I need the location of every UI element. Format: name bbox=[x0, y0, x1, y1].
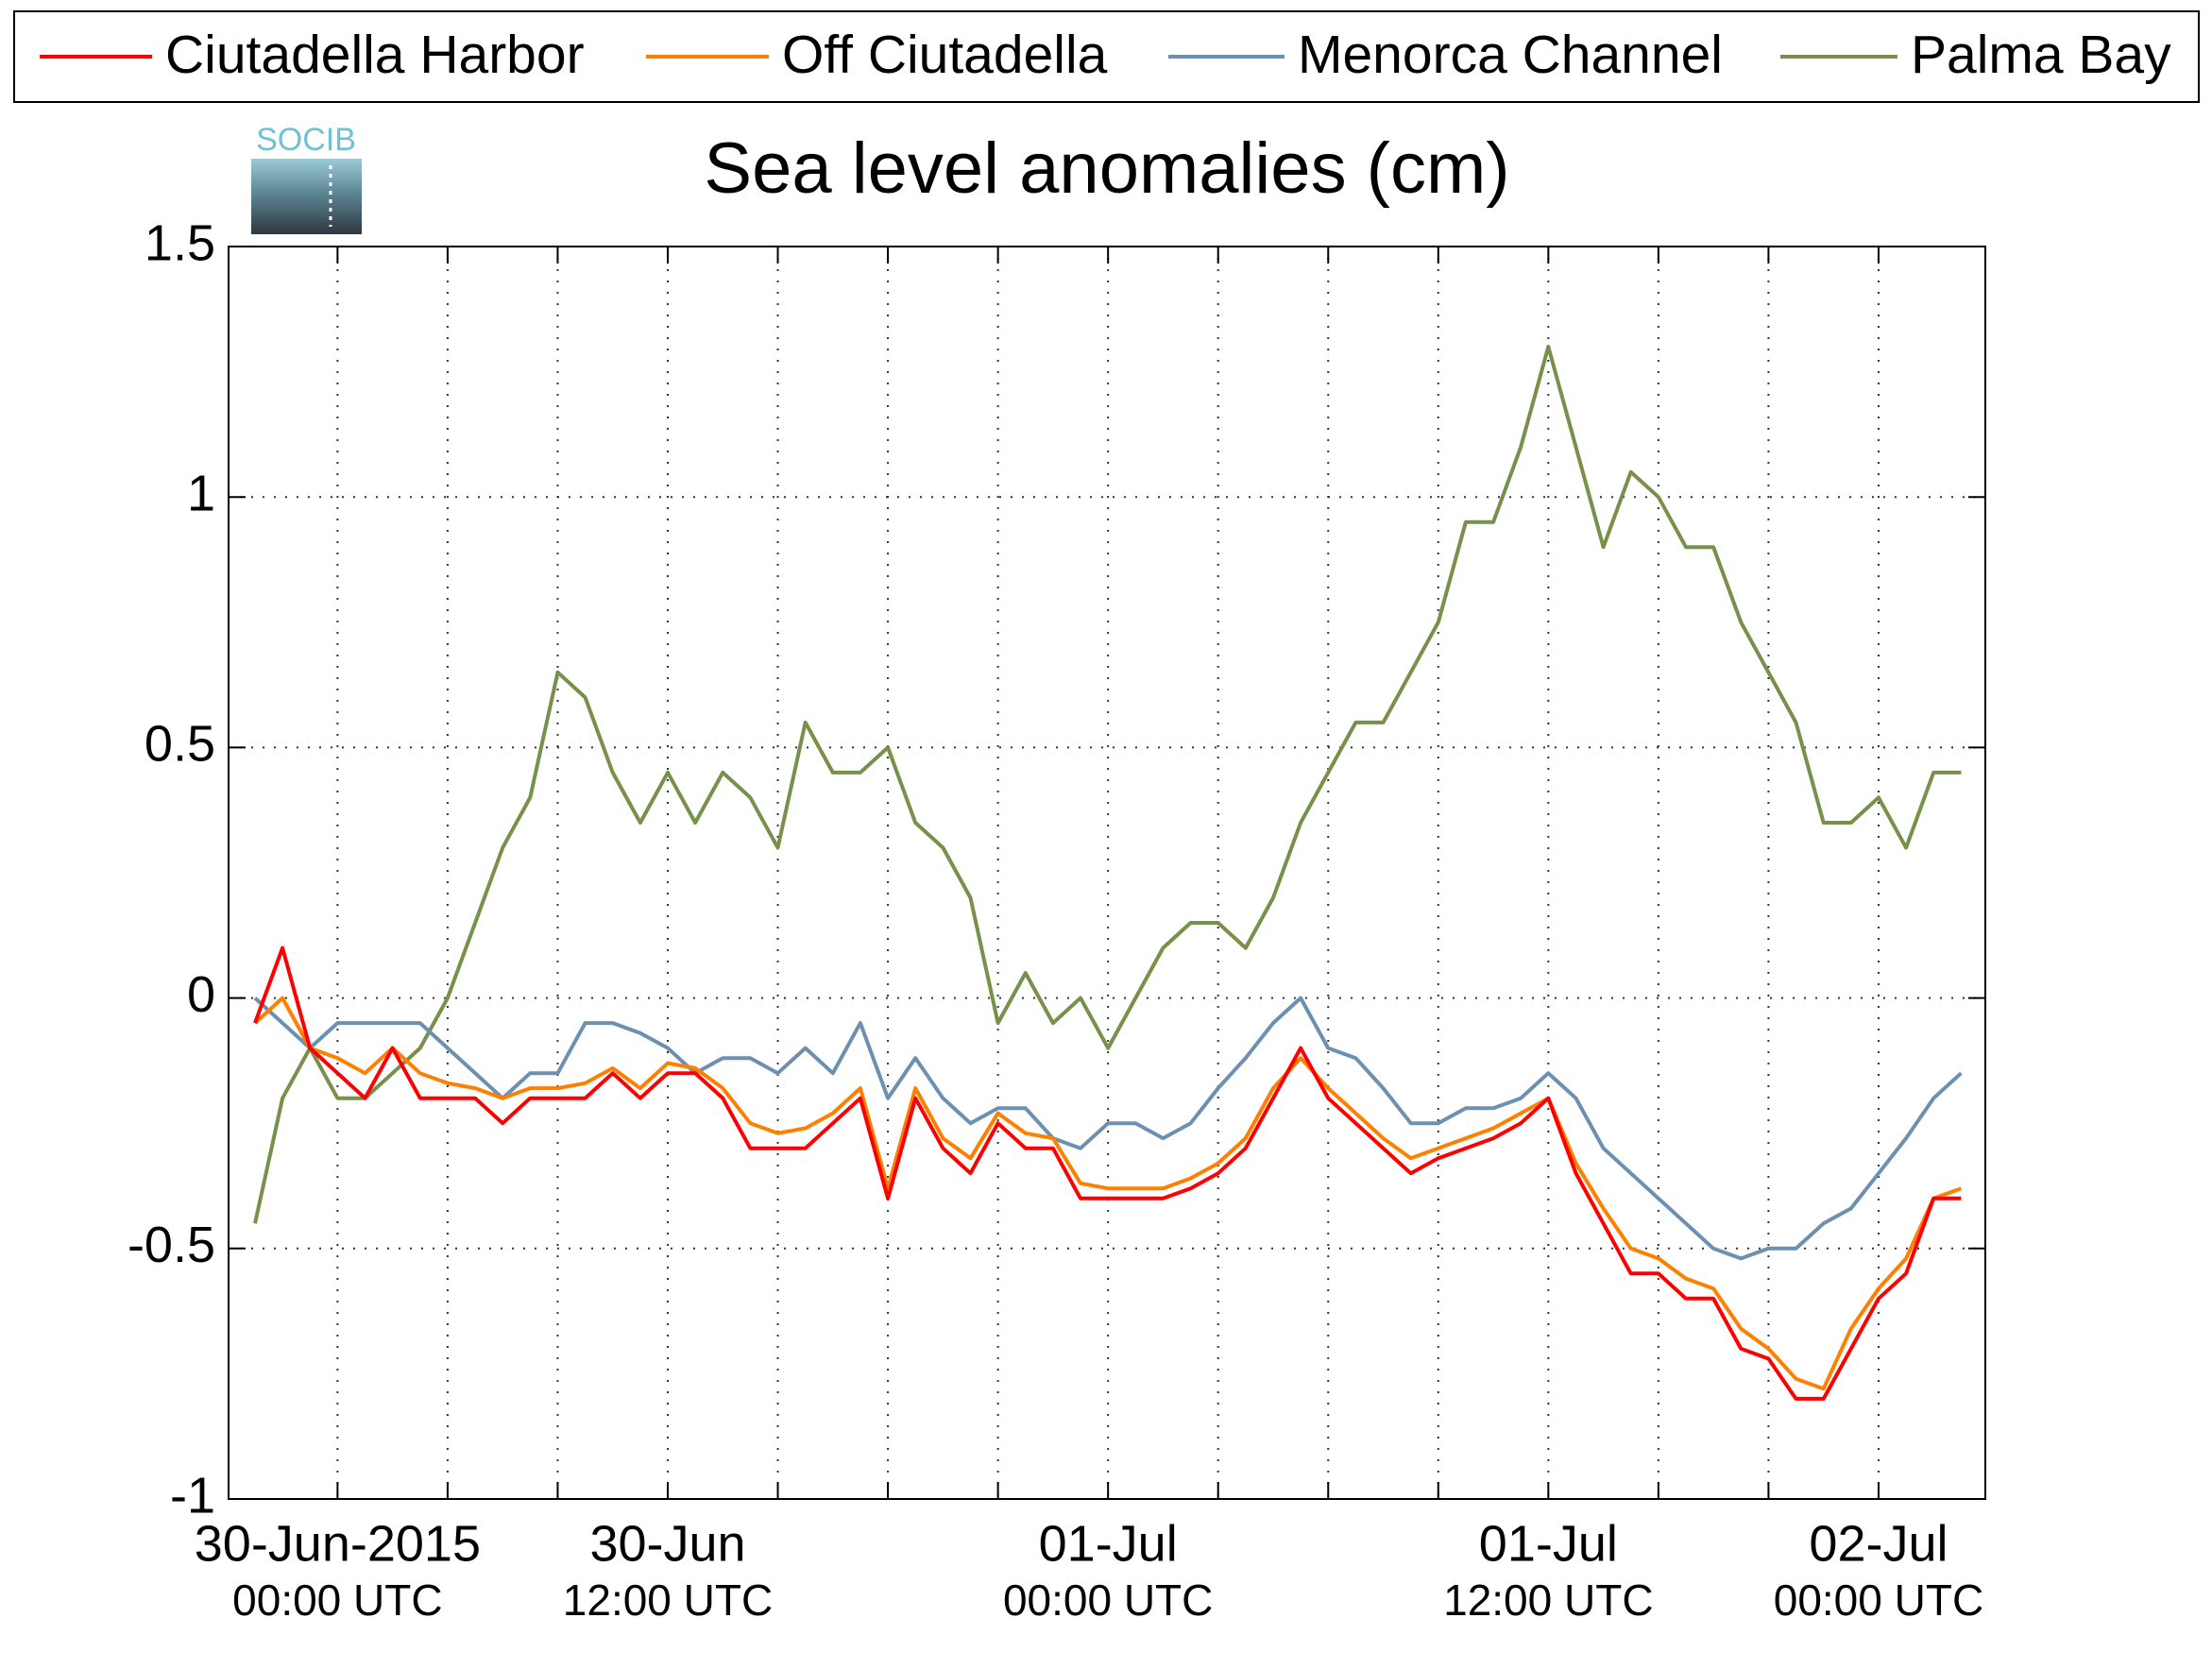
x-tick-label: 30-Jun-2015 bbox=[195, 1515, 481, 1572]
chart-title: Sea level anomalies (cm) bbox=[704, 128, 1509, 209]
x-tick-label: 00:00 UTC bbox=[232, 1575, 442, 1625]
series-line bbox=[253, 945, 1962, 1401]
series-line bbox=[253, 345, 1962, 1224]
x-tick-label: 12:00 UTC bbox=[563, 1575, 773, 1625]
y-tick-label: -0.5 bbox=[128, 1217, 215, 1273]
x-tick-label: 00:00 UTC bbox=[1774, 1575, 1983, 1625]
x-tick-label: 12:00 UTC bbox=[1443, 1575, 1653, 1625]
plot-area bbox=[229, 247, 1985, 1499]
series-line bbox=[253, 996, 1963, 1391]
legend-label: Ciutadella Harbor bbox=[165, 25, 585, 85]
y-tick-label: 0.5 bbox=[145, 716, 215, 773]
lines bbox=[253, 345, 1963, 1401]
x-tick-label: 01-Jul bbox=[1479, 1515, 1618, 1572]
legend: Ciutadella Harbor Off Ciutadella Menorca C… bbox=[40, 25, 2171, 85]
logo-image bbox=[251, 159, 362, 234]
logo: SOCIB bbox=[251, 122, 362, 234]
x-tick-label: 30-Jun bbox=[589, 1515, 745, 1572]
legend-label: Menorca Channel bbox=[1298, 25, 1723, 85]
plot-frame bbox=[228, 246, 1986, 1500]
y-tick-label: -1 bbox=[170, 1467, 215, 1524]
y-tick-label: 0 bbox=[187, 966, 215, 1023]
y-tick-label: 1.5 bbox=[145, 214, 215, 271]
x-tick-label: 02-Jul bbox=[1809, 1515, 1948, 1572]
legend-label: Off Ciutadella bbox=[782, 25, 1108, 85]
x-tick-label: 01-Jul bbox=[1039, 1515, 1178, 1572]
legend-label: Palma Bay bbox=[1911, 25, 2171, 85]
y-tick-label: 1 bbox=[187, 465, 215, 521]
x-tick-label: 00:00 UTC bbox=[1003, 1575, 1213, 1625]
grid bbox=[229, 246, 1985, 1500]
logo-text: SOCIB bbox=[256, 122, 356, 158]
series-line bbox=[253, 996, 1963, 1261]
